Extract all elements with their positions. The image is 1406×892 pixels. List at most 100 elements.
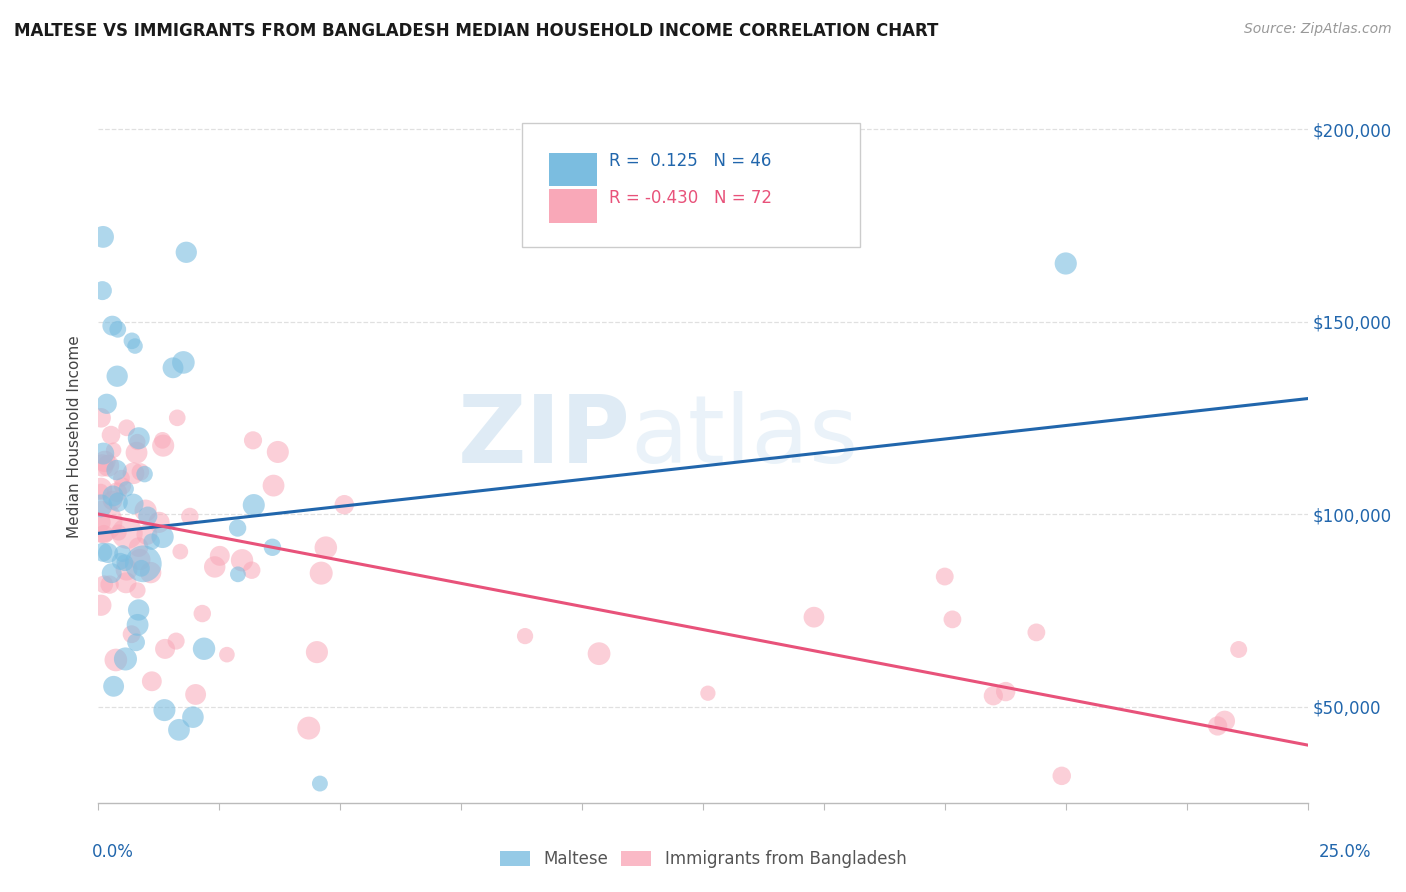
Point xyxy=(91,230,114,244)
Point xyxy=(803,610,825,624)
Point xyxy=(127,583,149,598)
Point xyxy=(172,355,194,369)
Text: ZIP: ZIP xyxy=(457,391,630,483)
Point xyxy=(166,410,188,425)
Point xyxy=(141,534,163,549)
Point xyxy=(122,497,145,511)
Point xyxy=(127,435,149,450)
Point xyxy=(110,554,132,568)
Point xyxy=(139,566,162,580)
Point xyxy=(128,540,150,554)
Point xyxy=(242,498,264,512)
Point xyxy=(1213,714,1236,728)
Point xyxy=(305,645,328,659)
Text: Source: ZipAtlas.com: Source: ZipAtlas.com xyxy=(1244,22,1392,37)
Point xyxy=(91,545,114,559)
Point xyxy=(131,561,153,575)
Point xyxy=(91,458,114,473)
Point xyxy=(128,552,150,566)
Point xyxy=(134,467,156,482)
Point xyxy=(153,641,176,656)
Text: 25.0%: 25.0% xyxy=(1319,843,1371,861)
Point xyxy=(111,547,134,561)
Point xyxy=(298,721,321,735)
Point xyxy=(696,686,718,700)
Point xyxy=(96,397,118,411)
Point xyxy=(135,503,157,517)
FancyBboxPatch shape xyxy=(550,189,596,223)
Point xyxy=(124,339,146,353)
Point xyxy=(97,458,120,473)
Point xyxy=(91,284,114,298)
Point xyxy=(148,516,170,530)
Point xyxy=(114,652,136,666)
Y-axis label: Median Household Income: Median Household Income xyxy=(67,335,83,539)
Point xyxy=(90,499,112,513)
Point xyxy=(309,566,332,581)
Point xyxy=(152,434,174,448)
Point xyxy=(215,648,238,662)
Point xyxy=(115,482,138,496)
Point xyxy=(100,428,122,442)
Point xyxy=(90,482,112,496)
Point xyxy=(90,515,112,529)
Point xyxy=(174,245,197,260)
Point xyxy=(152,439,174,453)
Point xyxy=(111,479,134,493)
Point xyxy=(193,641,215,656)
Point xyxy=(983,689,1005,703)
Point xyxy=(107,322,129,336)
Point xyxy=(121,627,143,641)
Point xyxy=(128,431,150,445)
Point xyxy=(122,467,145,481)
Point xyxy=(226,567,249,582)
Point xyxy=(128,603,150,617)
Point xyxy=(167,723,190,737)
Point xyxy=(101,493,124,508)
Point xyxy=(136,509,159,524)
Point xyxy=(93,527,115,541)
Point xyxy=(115,563,138,577)
Point xyxy=(141,674,163,689)
Point xyxy=(125,635,148,649)
Point xyxy=(100,566,122,581)
Point xyxy=(204,560,226,574)
Point xyxy=(105,369,128,384)
Point xyxy=(588,647,610,661)
Point xyxy=(169,544,191,558)
Point xyxy=(179,509,201,524)
Point xyxy=(208,549,231,563)
FancyBboxPatch shape xyxy=(550,153,596,186)
Point xyxy=(107,495,129,509)
Point xyxy=(115,421,138,435)
Point xyxy=(90,410,112,425)
Point xyxy=(103,443,125,458)
Point xyxy=(165,634,187,648)
Point xyxy=(101,489,124,503)
Point xyxy=(242,434,264,448)
Point xyxy=(115,526,138,541)
Point xyxy=(1050,769,1073,783)
Point xyxy=(103,679,125,693)
Point xyxy=(105,463,128,477)
Point xyxy=(127,618,149,632)
Point xyxy=(934,569,956,583)
Text: R = -0.430   N = 72: R = -0.430 N = 72 xyxy=(609,189,772,207)
Point xyxy=(121,334,143,348)
Point xyxy=(333,498,356,512)
Point xyxy=(263,478,285,492)
Point xyxy=(93,577,115,591)
Point xyxy=(101,318,124,333)
Point xyxy=(94,454,117,468)
Point xyxy=(240,563,263,577)
Point xyxy=(184,688,207,702)
Text: MALTESE VS IMMIGRANTS FROM BANGLADESH MEDIAN HOUSEHOLD INCOME CORRELATION CHART: MALTESE VS IMMIGRANTS FROM BANGLADESH ME… xyxy=(14,22,938,40)
Point xyxy=(994,684,1017,698)
Point xyxy=(226,521,249,535)
Legend: Maltese, Immigrants from Bangladesh: Maltese, Immigrants from Bangladesh xyxy=(494,844,912,875)
Point xyxy=(162,360,184,375)
Point xyxy=(191,607,214,621)
Point xyxy=(181,710,204,724)
Point xyxy=(110,471,132,485)
Point xyxy=(114,556,136,570)
